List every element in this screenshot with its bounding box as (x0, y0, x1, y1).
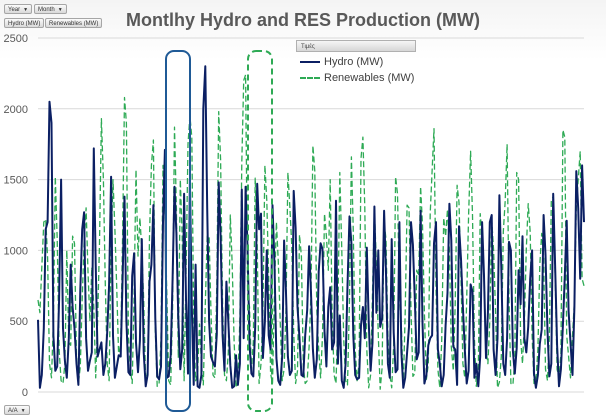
series-layer (37, 65, 585, 390)
filter-icon: ▼ (23, 7, 29, 13)
bottom-filter-label: A/A (8, 408, 18, 414)
legend-label-renewables: Renewables (MW) (324, 72, 415, 84)
year-filter-label: Year (8, 7, 21, 13)
y-tick-label: 500 (10, 316, 28, 328)
bottom-filter-button[interactable]: A/A ▼ (4, 405, 30, 415)
y-tick-label: 1500 (4, 175, 28, 187)
hydro-field-label: Hydro (MW) (8, 21, 41, 27)
hydro-highlight-box (165, 50, 191, 412)
filter-icon: ▼ (57, 7, 63, 13)
month-filter-label: Month (38, 7, 55, 13)
hydro-field-button[interactable]: Hydro (MW) (4, 18, 45, 28)
legend-item-hydro: Hydro (MW) (300, 56, 383, 68)
renewables-field-label: Renewables (MW) (49, 21, 99, 27)
legend-title: Τιμές (296, 40, 416, 52)
y-tick-label: 1000 (4, 245, 28, 257)
legend-swatch-hydro (300, 61, 320, 63)
year-filter-button[interactable]: Year ▼ (4, 4, 33, 14)
legend-label-hydro: Hydro (MW) (324, 56, 384, 68)
chart-title: Montlhy Hydro and RES Production (MW) (126, 10, 480, 30)
y-axis-ticks: 0 500 1000 1500 2000 2500 (4, 33, 28, 399)
y-tick-label: 0 (22, 387, 28, 399)
month-filter-button[interactable]: Month ▼ (34, 4, 67, 14)
renewables-highlight-box (247, 50, 273, 412)
legend-swatch-renewables (300, 77, 320, 79)
renewables-field-button[interactable]: Renewables (MW) (45, 18, 103, 28)
y-tick-label: 2000 (4, 104, 28, 116)
filter-icon: ▼ (20, 408, 26, 414)
legend-item-renewables: Renewables (MW) (300, 72, 414, 84)
y-tick-label: 2500 (4, 33, 28, 45)
hydro-series-line (37, 65, 585, 389)
